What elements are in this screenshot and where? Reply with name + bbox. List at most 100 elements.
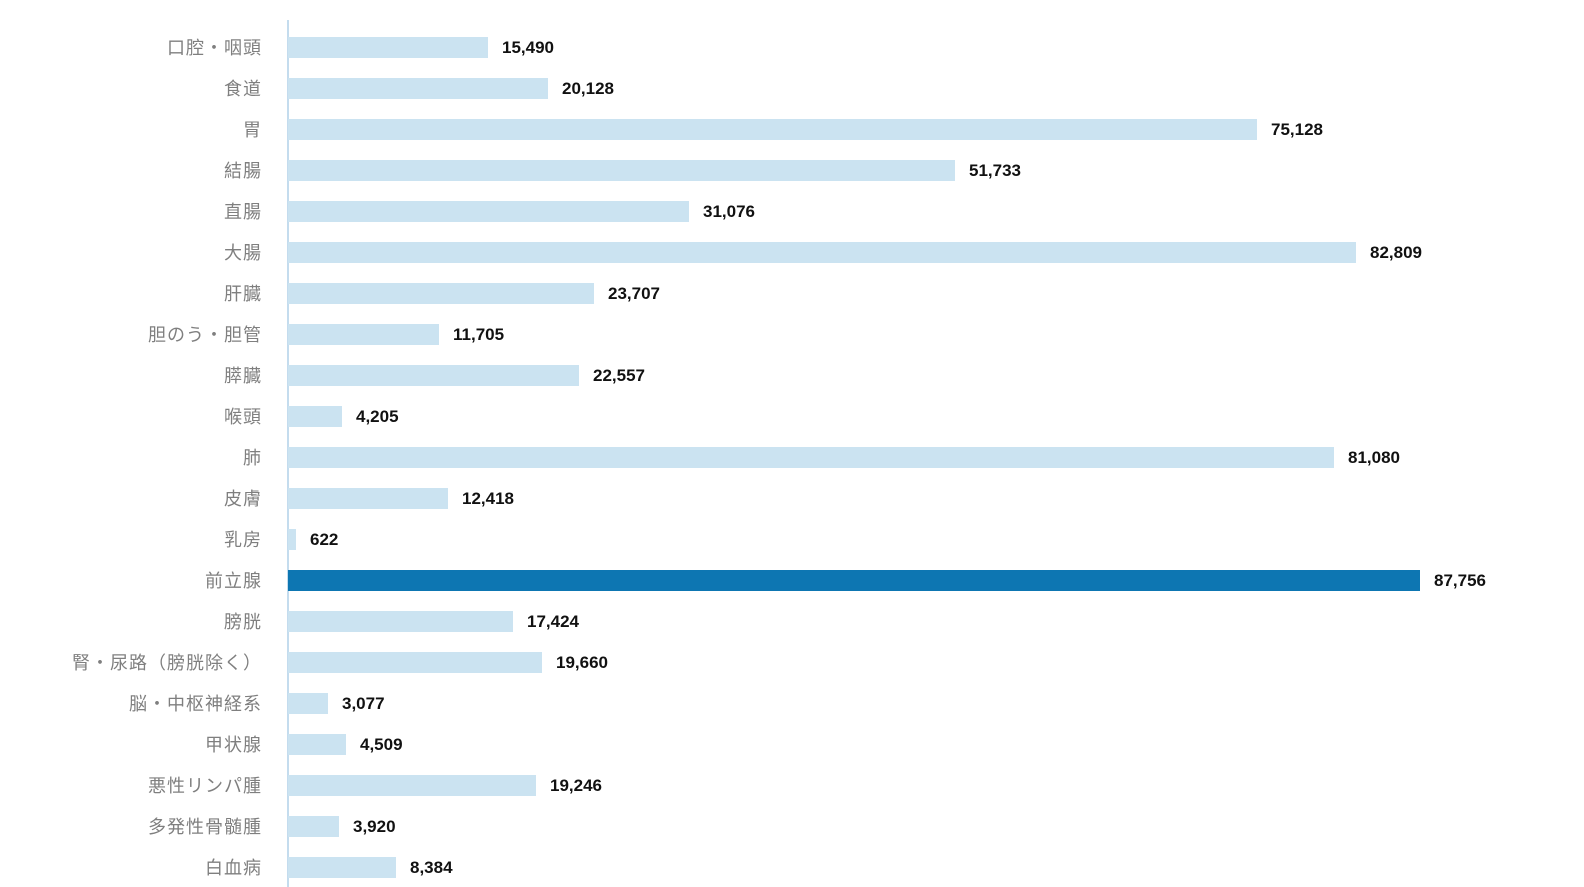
bar-area: 622: [288, 519, 1584, 560]
category-label: 膀胱: [224, 611, 262, 632]
category-label: 胃: [243, 119, 262, 140]
value-label: 20,128: [562, 79, 614, 98]
chart-row: 肺 81,080: [0, 437, 1584, 478]
bar: [288, 37, 488, 58]
bar: [288, 242, 1356, 263]
bar: [288, 734, 346, 755]
bar-area: 17,424: [288, 601, 1584, 642]
bar-area: 82,809: [288, 232, 1584, 273]
category-label: 膵臓: [224, 365, 262, 386]
value-label: 3,077: [342, 694, 385, 713]
bar-area: 4,205: [288, 396, 1584, 437]
category-label: 胆のう・胆管: [148, 324, 262, 345]
category-label: 喉頭: [224, 406, 262, 427]
bar-area: 87,756: [288, 560, 1584, 601]
category-label: 前立腺: [205, 570, 262, 591]
bar: [288, 611, 513, 632]
bar: [288, 693, 328, 714]
bar: [288, 324, 439, 345]
value-label: 51,733: [969, 161, 1021, 180]
bar-area: 19,246: [288, 765, 1584, 806]
category-label: 悪性リンパ腫: [148, 775, 262, 796]
bar-area: 19,660: [288, 642, 1584, 683]
chart-row: 喉頭 4,205: [0, 396, 1584, 437]
value-label: 22,557: [593, 366, 645, 385]
chart-row: 悪性リンパ腫 19,246: [0, 765, 1584, 806]
bar: [288, 488, 448, 509]
value-label: 622: [310, 530, 339, 549]
chart-row: 胆のう・胆管 11,705: [0, 314, 1584, 355]
chart-row: 直腸 31,076: [0, 191, 1584, 232]
bar: [288, 816, 339, 837]
chart-row: 甲状腺 4,509: [0, 724, 1584, 765]
bar-highlighted: [288, 570, 1420, 591]
bar: [288, 365, 579, 386]
value-label: 4,509: [360, 735, 403, 754]
category-label: 肺: [243, 447, 262, 468]
bar-area: 51,733: [288, 150, 1584, 191]
chart-row: 白血病 8,384: [0, 847, 1584, 887]
category-label: 白血病: [205, 857, 262, 878]
value-label: 82,809: [1370, 243, 1422, 262]
bar: [288, 283, 594, 304]
bar: [288, 529, 296, 550]
bar: [288, 119, 1257, 140]
chart-row: 脳・中枢神経系 3,077: [0, 683, 1584, 724]
value-label: 81,080: [1348, 448, 1400, 467]
chart-rows: 口腔・咽頭 15,490 食道 20,128 胃 75,128 結腸 51,733 直腸 31,0…: [0, 27, 1584, 887]
chart-row: 多発性骨髄腫 3,920: [0, 806, 1584, 847]
category-label: 肝臓: [224, 283, 262, 304]
chart-row: 乳房 622: [0, 519, 1584, 560]
value-label: 15,490: [502, 38, 554, 57]
category-label: 食道: [224, 78, 262, 99]
bar: [288, 447, 1334, 468]
value-label: 19,246: [550, 776, 602, 795]
value-label: 3,920: [353, 817, 396, 836]
value-label: 31,076: [703, 202, 755, 221]
bar-area: 23,707: [288, 273, 1584, 314]
category-label: 大腸: [224, 242, 262, 263]
bar: [288, 160, 955, 181]
bar: [288, 201, 689, 222]
bar-area: 20,128: [288, 68, 1584, 109]
chart-row: 膀胱 17,424: [0, 601, 1584, 642]
value-label: 8,384: [410, 858, 453, 877]
chart-row: 腎・尿路（膀胱除く） 19,660: [0, 642, 1584, 683]
bar-area: 22,557: [288, 355, 1584, 396]
category-label: 脳・中枢神経系: [129, 693, 262, 714]
bar-area: 81,080: [288, 437, 1584, 478]
bar: [288, 775, 536, 796]
chart-row: 胃 75,128: [0, 109, 1584, 150]
bar-area: 8,384: [288, 847, 1584, 887]
value-label: 87,756: [1434, 571, 1486, 590]
value-label: 75,128: [1271, 120, 1323, 139]
category-label: 皮膚: [224, 488, 262, 509]
chart-row: 食道 20,128: [0, 68, 1584, 109]
category-label: 口腔・咽頭: [167, 37, 262, 58]
value-label: 17,424: [527, 612, 579, 631]
chart-row: 膵臓 22,557: [0, 355, 1584, 396]
category-label: 甲状腺: [205, 734, 262, 755]
value-label: 11,705: [453, 325, 505, 344]
value-label: 23,707: [608, 284, 660, 303]
bar-area: 75,128: [288, 109, 1584, 150]
bar: [288, 406, 342, 427]
chart-row: 結腸 51,733: [0, 150, 1584, 191]
chart-row: 前立腺 87,756: [0, 560, 1584, 601]
chart-row: 口腔・咽頭 15,490: [0, 27, 1584, 68]
bar-area: 3,920: [288, 806, 1584, 847]
chart-row: 肝臓 23,707: [0, 273, 1584, 314]
bar-area: 4,509: [288, 724, 1584, 765]
value-label: 4,205: [356, 407, 399, 426]
category-label: 多発性骨髄腫: [148, 816, 262, 837]
value-label: 19,660: [556, 653, 608, 672]
category-label: 結腸: [224, 160, 262, 181]
bar-area: 31,076: [288, 191, 1584, 232]
bar-area: 15,490: [288, 27, 1584, 68]
bar: [288, 857, 396, 878]
bar: [288, 78, 548, 99]
bar-area: 3,077: [288, 683, 1584, 724]
category-label: 直腸: [224, 201, 262, 222]
bar: [288, 652, 542, 673]
